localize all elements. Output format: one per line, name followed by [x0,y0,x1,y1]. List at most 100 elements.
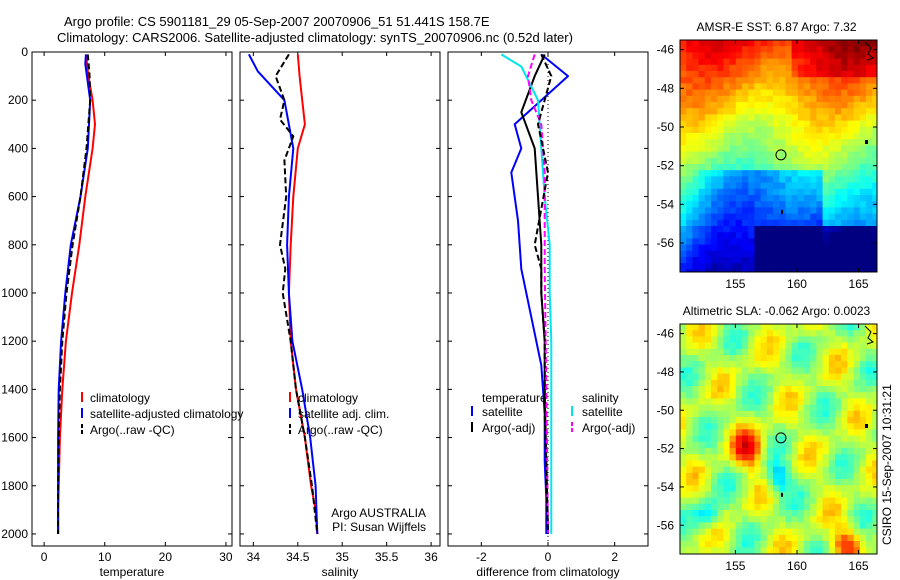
map-cell [735,207,743,214]
map-cell [680,64,687,72]
map-cell [797,547,805,554]
map-cell [692,330,699,337]
map-cell [822,472,830,480]
map-cell [735,503,743,511]
map-cell [692,95,699,103]
map-cell [779,126,786,134]
map-cell [760,330,768,337]
map-cell [828,324,836,331]
map-cell [748,182,755,190]
map-cell [686,355,693,362]
map-cell [841,379,848,387]
map-cell [742,503,749,511]
map-cell [797,398,805,405]
map-cell [779,528,786,536]
map-cell [816,324,823,331]
map-cell [872,164,877,171]
map-cell [804,83,811,90]
map-cell [785,417,792,424]
map-cell [735,238,743,245]
map-cell [841,348,848,356]
map-cell [847,417,854,424]
map-cell [760,188,768,196]
map-cell [729,417,737,424]
map-cell [828,83,836,90]
map-cell [748,226,755,233]
map-cell [704,83,712,90]
difference-series-line [510,53,569,534]
map-cell [748,244,755,252]
map-cell [754,77,761,84]
map-cell [822,219,830,227]
map-cell [773,89,780,97]
map-cell [760,497,768,505]
map-cell [835,503,842,511]
map-cell [797,232,805,239]
map-cell [723,52,730,59]
map-cell [760,417,768,424]
map-cell [729,238,737,245]
map-cell [816,238,823,245]
map-cell [847,232,854,239]
map-cell [717,145,724,152]
map-cell [866,423,873,430]
map-cell [859,435,867,443]
map-cell [748,176,755,183]
map-cell [742,541,749,548]
map-cell [742,429,749,436]
map-cell [853,497,861,505]
map-cell [853,410,861,418]
map-cell [841,330,848,337]
map-cell [748,250,755,258]
map-cell [872,263,877,270]
map-cell [748,373,755,381]
map-cell [859,429,867,436]
map-cell [723,404,730,412]
map-cell [698,219,706,227]
map-cell [742,176,749,183]
map-cell [835,429,842,436]
map-cell [866,435,873,443]
map-ytick-label: -54 [657,197,675,211]
map-cell [773,269,780,272]
map-cell [748,404,755,412]
map-cell [816,404,823,412]
map-cell [866,52,873,59]
map-cell [835,417,842,424]
map-cell [822,108,830,115]
map-cell [822,466,830,474]
map-cell [785,269,792,272]
temperature-ytick-label: 1400 [1,382,28,396]
map-cell [872,485,877,492]
map-cell [835,139,842,146]
map-cell [853,139,861,146]
map-cell [810,219,817,227]
difference-xtick-label: 0 [545,550,552,564]
map-cell [680,269,687,272]
map-cell [754,182,761,190]
map-cell [816,379,823,387]
map-cell [711,423,718,430]
map-cell [828,263,836,270]
map-cell [735,157,743,165]
map-cell [686,195,693,202]
map-cell [773,472,780,480]
map-cell [785,263,792,270]
temperature-ytick-label: 0 [21,45,28,59]
map-cell [797,423,805,430]
map-cell [804,348,811,356]
map-cell [686,386,693,393]
map-cell [791,460,799,467]
map-cell [810,355,817,362]
map-cell [748,460,755,467]
map-cell [754,460,761,467]
legend-entry-label: satellite adj. clim. [298,407,389,421]
map-cell [704,176,712,183]
map-cell [698,404,706,412]
map-cell [766,195,774,202]
map-cell [853,170,861,177]
map-cell [742,219,749,227]
map-cell [742,373,749,381]
map-cell [859,157,867,165]
map-cell [847,386,854,393]
